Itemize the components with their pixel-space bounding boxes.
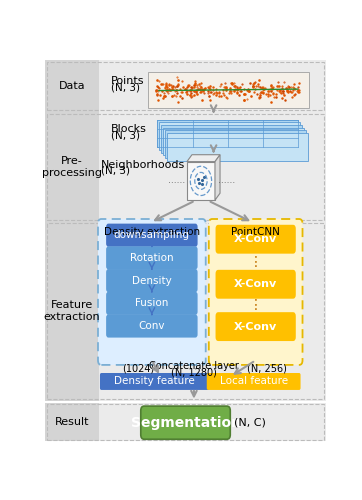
Bar (148, 72, 309, 108)
Text: (N, 3): (N, 3) (111, 130, 140, 140)
Text: Blocks: Blocks (111, 124, 147, 134)
Bar (45, 60, 98, 112)
Bar (45, 402, 326, 441)
Text: Neighborhoods: Neighborhoods (101, 160, 185, 170)
Text: Rotation: Rotation (130, 253, 174, 263)
Text: Data: Data (59, 81, 85, 91)
Text: ......: ...... (218, 176, 235, 186)
Bar (159, 122, 300, 150)
FancyBboxPatch shape (106, 314, 198, 338)
Bar (45, 222, 98, 400)
Bar (45, 112, 98, 222)
Text: Segmentation: Segmentation (131, 416, 240, 430)
Text: X-Conv: X-Conv (234, 234, 277, 244)
Text: Concatenate layer: Concatenate layer (149, 362, 239, 372)
Bar (187, 162, 215, 200)
Bar (47, 114, 324, 220)
Text: Density: Density (132, 276, 172, 285)
FancyBboxPatch shape (215, 312, 296, 341)
FancyBboxPatch shape (98, 219, 206, 365)
Text: X-Conv: X-Conv (234, 280, 277, 289)
Text: Fusion: Fusion (135, 298, 169, 308)
Text: (N, C): (N, C) (234, 418, 266, 428)
Text: (N, 1280): (N, 1280) (171, 367, 217, 377)
Bar (45, 402, 98, 441)
Bar (161, 125, 302, 153)
Bar (47, 62, 324, 110)
Bar (163, 128, 304, 156)
Bar (45, 60, 326, 112)
Bar (45, 112, 326, 222)
Text: Density extraction: Density extraction (104, 227, 200, 237)
Polygon shape (215, 154, 220, 200)
Text: ⋮: ⋮ (249, 254, 262, 268)
Bar (47, 404, 324, 440)
Text: Density feature: Density feature (114, 376, 195, 386)
Text: Result: Result (55, 417, 89, 427)
Bar (167, 133, 308, 161)
Text: ⋮: ⋮ (249, 298, 262, 312)
FancyBboxPatch shape (106, 269, 198, 292)
FancyBboxPatch shape (106, 246, 198, 270)
Text: Points: Points (111, 76, 145, 86)
Text: Local feature: Local feature (220, 376, 288, 386)
Bar (157, 120, 298, 148)
Bar (47, 223, 324, 399)
Text: Pre-
processing: Pre- processing (42, 156, 102, 178)
FancyBboxPatch shape (106, 224, 198, 246)
Polygon shape (187, 154, 220, 162)
Text: Feature
extraction: Feature extraction (43, 300, 100, 322)
FancyBboxPatch shape (215, 225, 296, 254)
Text: ......: ...... (168, 176, 185, 186)
Text: X-Conv: X-Conv (234, 322, 277, 332)
FancyBboxPatch shape (215, 270, 296, 298)
FancyBboxPatch shape (100, 373, 210, 390)
FancyBboxPatch shape (209, 219, 303, 365)
Text: downsampling: downsampling (114, 230, 190, 240)
Text: (N, 256): (N, 256) (247, 364, 287, 374)
FancyBboxPatch shape (106, 292, 198, 315)
Text: Conv: Conv (139, 321, 165, 331)
FancyBboxPatch shape (207, 373, 300, 390)
FancyBboxPatch shape (141, 406, 230, 439)
Bar (165, 130, 306, 158)
Bar (45, 222, 326, 400)
Text: (N, 3): (N, 3) (101, 166, 130, 176)
Text: (1024): (1024) (122, 364, 154, 374)
Text: (N, 3): (N, 3) (111, 82, 140, 92)
Text: PointCNN: PointCNN (231, 227, 280, 237)
